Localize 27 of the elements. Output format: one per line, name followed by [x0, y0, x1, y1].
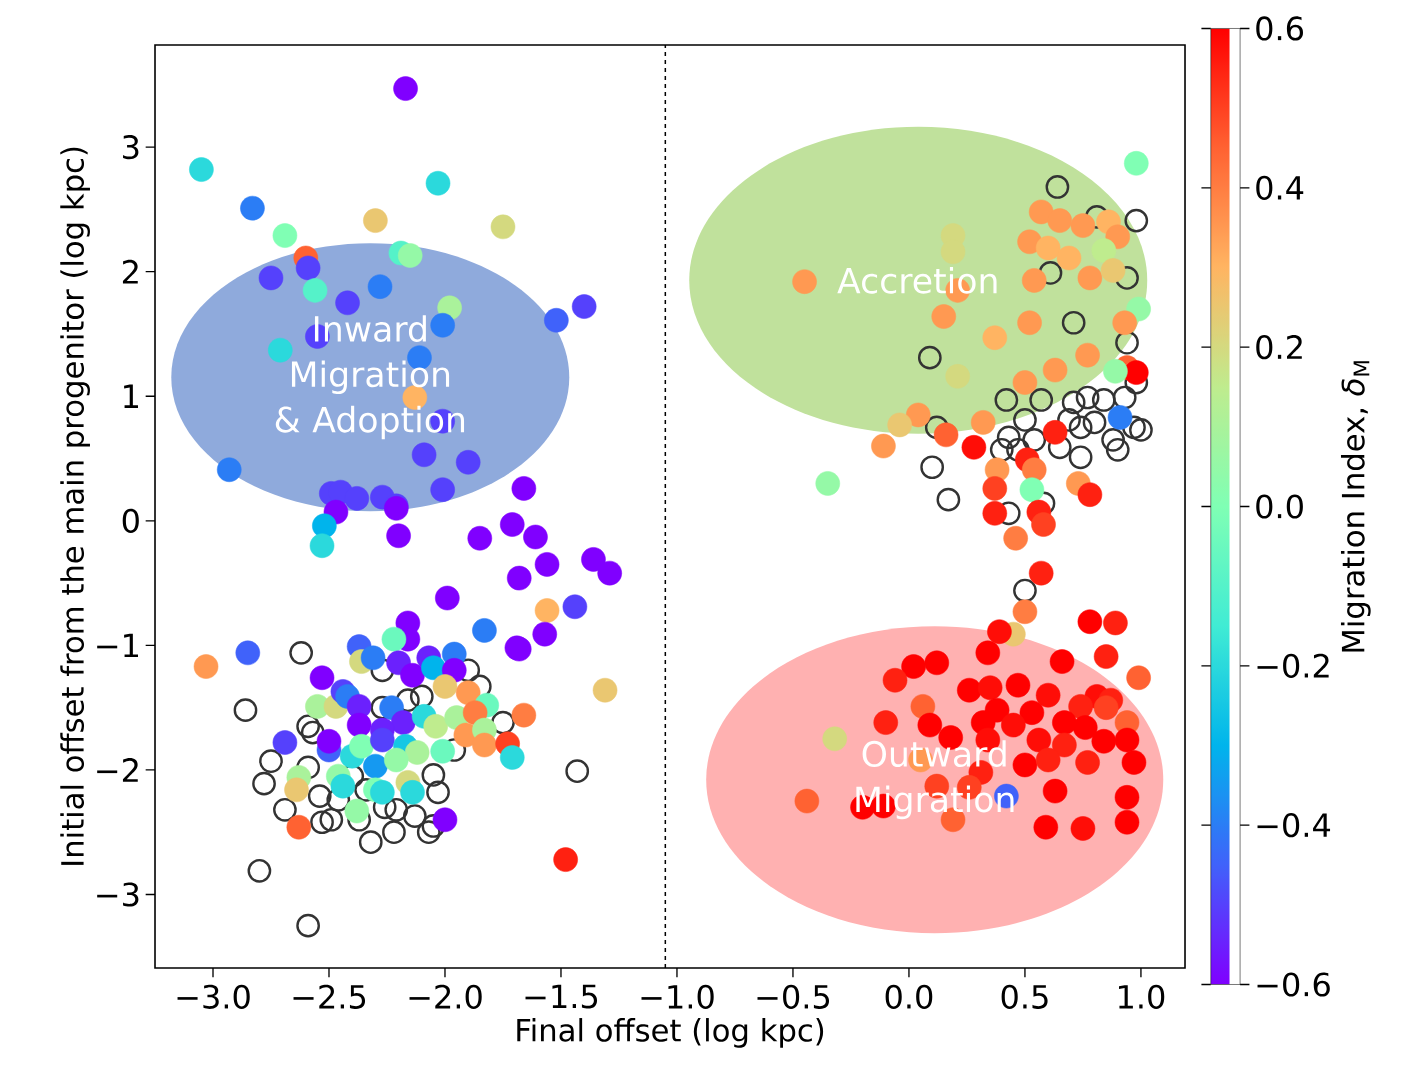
color-bar-label: 0.4 — [1256, 175, 1304, 200]
y-tick-label: −1 — [97, 633, 138, 658]
x-tick-label: 1.0 — [1119, 984, 1165, 1009]
color-bar-label: 0.2 — [1256, 335, 1302, 360]
x-axis-title: Final offset (log kpc) — [517, 1018, 824, 1048]
y-tick-label: −3 — [97, 882, 139, 907]
color-bar-title: Migration Index, δ$_{M}$ — [1340, 361, 1371, 652]
color-bar-label: 0.0 — [1256, 494, 1303, 519]
color-bar-label: −0.2 — [1257, 653, 1329, 678]
x-tick-label: −2.0 — [409, 984, 482, 1009]
x-tick-label: −1.0 — [641, 984, 714, 1009]
color-bar-label: 0.6 — [1256, 16, 1303, 41]
x-tick-label: −1.5 — [525, 984, 598, 1009]
x-tick-label: 0.5 — [1001, 984, 1048, 1009]
x-tick-label: −3.0 — [177, 984, 250, 1009]
x-tick-label: −0.5 — [757, 984, 830, 1009]
y-tick-label: 2 — [122, 259, 138, 284]
annotation: Accretion — [837, 266, 997, 294]
y-tick-label: 1 — [124, 384, 138, 408]
y-axis-title: Initial offset from the main progenitor (log kpc) — [60, 147, 90, 865]
color-bar-label: −0.6 — [1257, 972, 1330, 997]
y-tick-label: 3 — [123, 135, 139, 160]
color-bar-label: −0.4 — [1257, 813, 1331, 838]
x-tick-label: −2.5 — [293, 984, 366, 1009]
x-tick-label: 0.0 — [885, 984, 933, 1009]
y-tick-label: 0 — [122, 508, 139, 533]
y-tick-label: −2 — [97, 758, 138, 782]
